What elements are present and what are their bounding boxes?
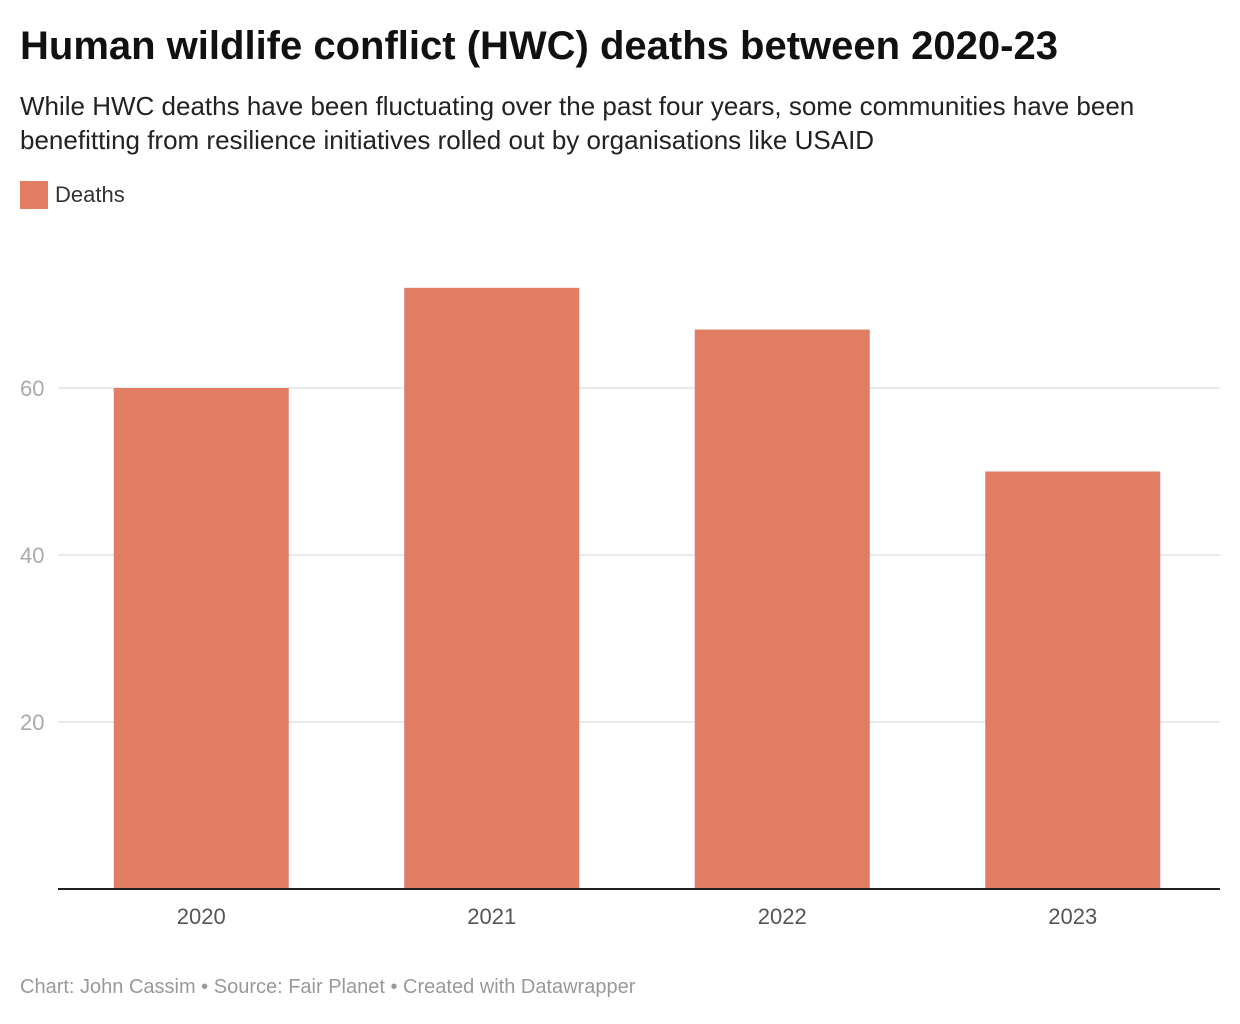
x-tick-label: 2021 <box>467 904 516 929</box>
y-tick-label: 40 <box>20 543 44 568</box>
legend: Deaths <box>20 180 125 210</box>
chart-footer: Chart: John Cassim • Source: Fair Planet… <box>20 976 636 998</box>
y-tick-label: 20 <box>20 710 44 735</box>
chart-title: Human wildlife conflict (HWC) deaths bet… <box>20 24 1058 68</box>
x-tick-label: 2023 <box>1048 904 1097 929</box>
bar-2021 <box>404 287 580 889</box>
bar-2023 <box>985 471 1161 889</box>
bar-2020 <box>113 388 289 889</box>
legend-swatch <box>20 181 48 209</box>
y-tick-label: 60 <box>20 376 44 401</box>
x-tick-label: 2022 <box>758 904 807 929</box>
chart-subtitle: While HWC deaths have been fluctuating o… <box>20 91 1135 155</box>
bar-2022 <box>694 329 870 889</box>
legend-label: Deaths <box>55 182 125 207</box>
x-tick-label: 2020 <box>177 904 226 929</box>
